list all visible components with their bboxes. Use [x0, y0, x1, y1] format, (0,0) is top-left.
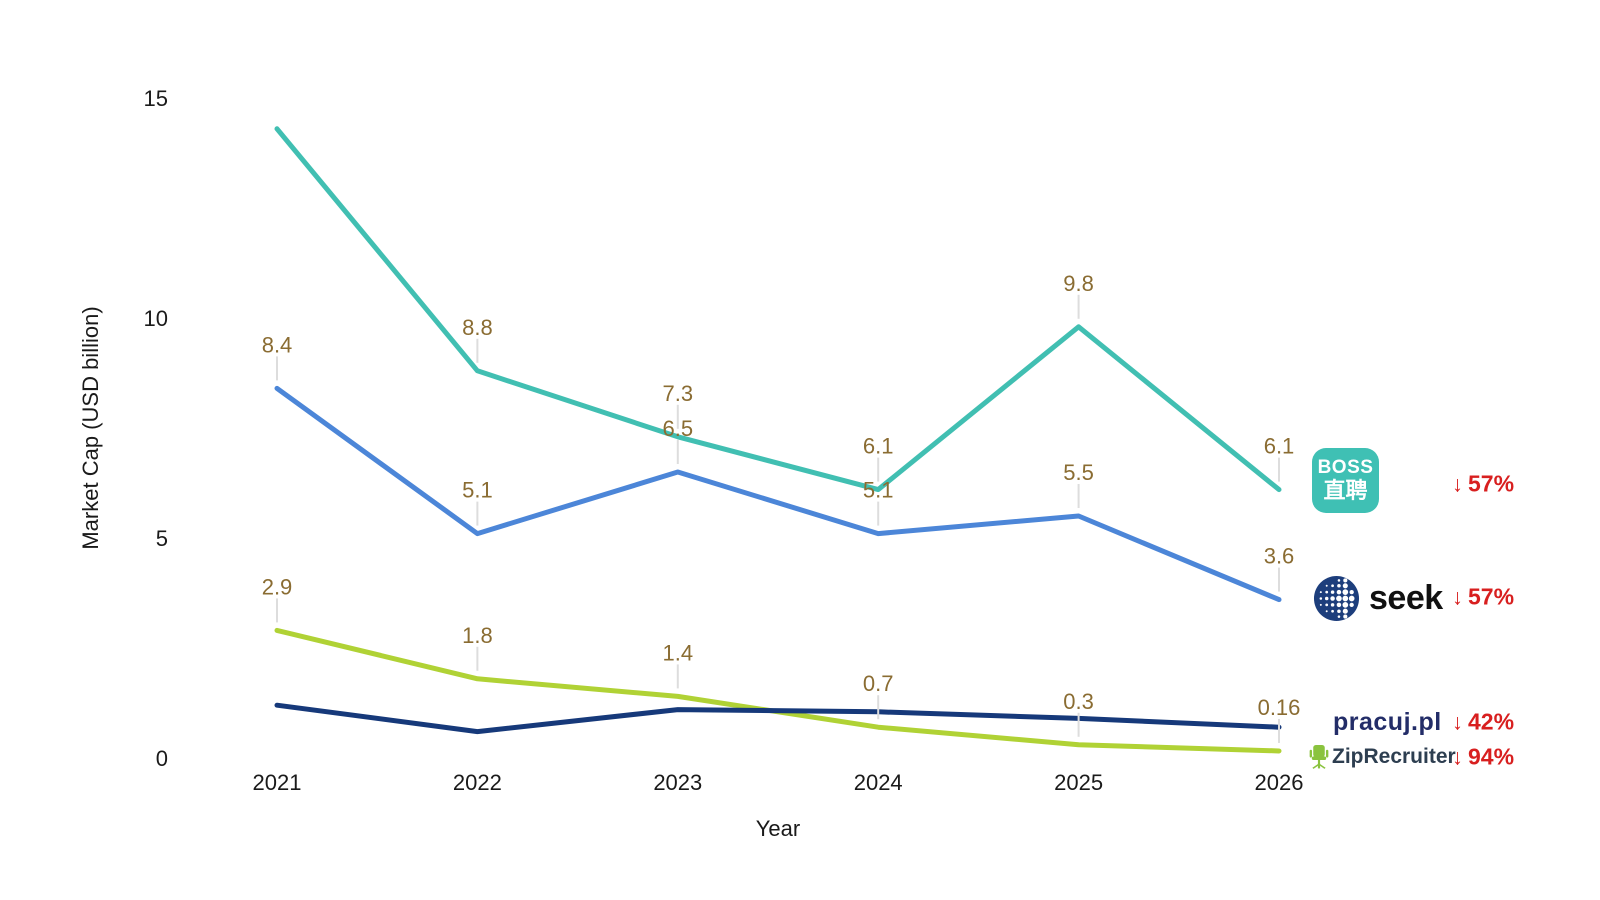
seek-wordmark: seek [1369, 579, 1443, 617]
y-axis-title: Market Cap (USD billion) [78, 306, 103, 549]
down-arrow-icon: ↓ [1452, 471, 1463, 496]
pracuj-change-badge: ↓ 42% [1452, 709, 1514, 736]
data-point-label: 1.4 [663, 640, 694, 665]
ziprecruiter-change-badge: ↓ 94% [1452, 744, 1514, 771]
data-point-label: 7.3 [663, 381, 694, 406]
pracuj-wordmark: pracuj.pl [1333, 707, 1442, 736]
seek-logo: seek [1313, 575, 1443, 622]
pracuj-change-value: 42% [1468, 708, 1515, 735]
series-line-pracuj-pl [274, 702, 1282, 735]
boss-zhipin-logo: BOSS 直聘 [1312, 448, 1379, 513]
y-axis-tick-label: 0 [156, 746, 168, 771]
x-axis-tick-label: 2024 [854, 770, 903, 795]
series-line-ziprecruiter [274, 627, 1282, 754]
data-point-label: 6.1 [863, 434, 894, 459]
down-arrow-icon: ↓ [1452, 584, 1463, 609]
office-chair-icon [1309, 745, 1329, 769]
y-axis-tick-label: 5 [156, 526, 168, 551]
data-point-label: 6.1 [1264, 434, 1295, 459]
seek-change-value: 57% [1468, 583, 1515, 610]
ziprecruiter-change-value: 94% [1468, 743, 1515, 770]
x-axis-tick-label: 2022 [453, 770, 502, 795]
data-point-label: 2.9 [262, 574, 293, 599]
x-axis-title: Year [756, 816, 800, 841]
data-point-label: 0.3 [1063, 689, 1094, 714]
y-axis-tick-label: 10 [144, 306, 168, 331]
pracuj-logo: pracuj.pl [1333, 705, 1442, 739]
data-point-label: 6.5 [663, 416, 694, 441]
data-point-label: 5.1 [462, 478, 493, 503]
seek-dots-icon [1313, 575, 1360, 622]
x-axis-tick-label: 2026 [1255, 770, 1304, 795]
y-axis-tick-label: 15 [144, 86, 168, 111]
down-arrow-icon: ↓ [1452, 744, 1463, 769]
x-axis-tick-label: 2021 [253, 770, 302, 795]
data-point-label: 0.16 [1258, 695, 1301, 720]
ziprecruiter-wordmark: ZipRecruiter [1332, 745, 1456, 768]
data-point-label: 3.6 [1264, 544, 1295, 569]
data-point-label: 9.8 [1063, 271, 1094, 296]
data-point-label: 5.1 [863, 478, 894, 503]
data-point-label: 0.7 [863, 671, 894, 696]
data-point-label: 5.5 [1063, 460, 1094, 485]
x-axis-tick-label: 2023 [653, 770, 702, 795]
boss-logo-text-cn: 直聘 [1323, 477, 1368, 503]
series-line-boss- [274, 126, 1282, 493]
data-point-label: 1.8 [462, 623, 493, 648]
data-point-label: 8.8 [462, 315, 493, 340]
ziprecruiter-logo: ZipRecruiter [1309, 744, 1456, 770]
boss-change-value: 57% [1468, 470, 1515, 497]
down-arrow-icon: ↓ [1452, 709, 1463, 734]
data-point-label: 8.4 [262, 332, 293, 357]
boss-logo-text: BOSS [1317, 456, 1374, 478]
x-axis-tick-label: 2025 [1054, 770, 1103, 795]
series-line-seek [274, 385, 1282, 603]
seek-change-badge: ↓ 57% [1452, 584, 1514, 611]
boss-change-badge: ↓ 57% [1452, 471, 1514, 498]
